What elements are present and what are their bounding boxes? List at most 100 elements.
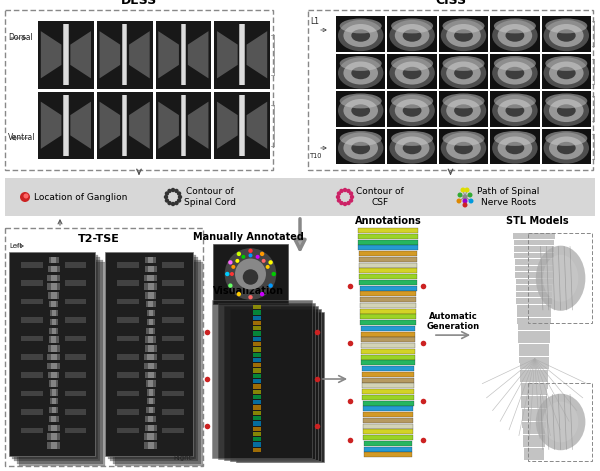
Bar (145, 416, 156, 422)
Bar (52, 407, 56, 413)
Text: Manually Annotated: Manually Annotated (193, 232, 304, 242)
Bar (360, 297, 416, 302)
Text: CISS: CISS (435, 0, 466, 7)
Bar (65, 317, 86, 323)
Circle shape (346, 189, 350, 193)
Ellipse shape (443, 18, 484, 33)
Circle shape (458, 193, 463, 197)
Bar (360, 314, 416, 319)
Bar (224, 306, 318, 460)
Polygon shape (100, 102, 120, 149)
Bar (518, 337, 550, 343)
Bar (118, 373, 139, 378)
Ellipse shape (443, 93, 484, 108)
Bar (518, 331, 550, 337)
Bar (518, 324, 550, 330)
Bar (51, 336, 56, 343)
Bar (361, 349, 415, 354)
Bar (515, 259, 553, 265)
Bar (253, 310, 261, 315)
Bar (50, 310, 58, 316)
Circle shape (165, 198, 169, 203)
Circle shape (232, 265, 235, 269)
Bar (253, 400, 261, 405)
Ellipse shape (352, 142, 370, 154)
Ellipse shape (545, 56, 587, 71)
Bar (118, 262, 139, 268)
Bar (65, 299, 86, 304)
Text: Ventral: Ventral (8, 133, 35, 143)
Ellipse shape (352, 29, 370, 42)
Polygon shape (158, 31, 179, 78)
Bar (336, 16, 385, 51)
Bar (144, 433, 157, 440)
Ellipse shape (497, 62, 532, 85)
Ellipse shape (494, 18, 536, 33)
Circle shape (349, 191, 353, 195)
Bar (230, 309, 321, 461)
Bar (359, 280, 416, 285)
Bar (253, 316, 261, 320)
Ellipse shape (389, 20, 435, 51)
Bar (253, 427, 261, 431)
Bar (388, 16, 437, 51)
Circle shape (228, 260, 233, 265)
Bar (147, 319, 155, 325)
Bar (148, 372, 154, 378)
Bar (148, 442, 154, 448)
Bar (239, 95, 245, 155)
Bar (148, 257, 154, 263)
Circle shape (167, 189, 172, 193)
Ellipse shape (494, 56, 536, 71)
Bar (149, 327, 153, 334)
Bar (48, 372, 59, 378)
Circle shape (248, 295, 253, 300)
Bar (253, 358, 261, 362)
Circle shape (463, 195, 467, 200)
Bar (521, 390, 547, 395)
Ellipse shape (544, 20, 589, 51)
Bar (363, 418, 413, 423)
Bar (253, 305, 261, 309)
Bar (517, 298, 551, 304)
Bar (21, 299, 43, 304)
Circle shape (337, 198, 341, 203)
Bar (212, 300, 312, 458)
Bar (162, 280, 184, 286)
Bar (362, 400, 413, 406)
Circle shape (463, 198, 467, 203)
Bar (51, 416, 56, 422)
Bar (522, 415, 546, 421)
Bar (51, 424, 57, 431)
Bar (362, 406, 413, 411)
Bar (52, 301, 56, 308)
Bar (162, 336, 184, 341)
Bar (523, 422, 546, 428)
Bar (520, 370, 548, 376)
Bar (524, 455, 544, 460)
Bar (65, 336, 86, 341)
Ellipse shape (395, 24, 430, 47)
Bar (21, 354, 43, 359)
Polygon shape (247, 31, 267, 78)
Polygon shape (217, 31, 238, 78)
Ellipse shape (497, 99, 532, 122)
Bar (115, 262, 203, 466)
Bar (11, 254, 97, 458)
Ellipse shape (543, 255, 578, 302)
Circle shape (260, 292, 265, 296)
Polygon shape (41, 102, 61, 149)
Bar (362, 372, 414, 377)
Bar (490, 16, 539, 51)
Bar (52, 327, 56, 334)
Bar (110, 257, 198, 461)
Circle shape (177, 191, 181, 195)
Bar (515, 279, 553, 284)
Bar (253, 406, 261, 410)
Ellipse shape (492, 57, 538, 89)
Bar (236, 312, 324, 462)
Bar (21, 409, 43, 415)
Bar (253, 337, 261, 341)
Text: T10: T10 (310, 153, 323, 159)
Ellipse shape (545, 131, 587, 146)
